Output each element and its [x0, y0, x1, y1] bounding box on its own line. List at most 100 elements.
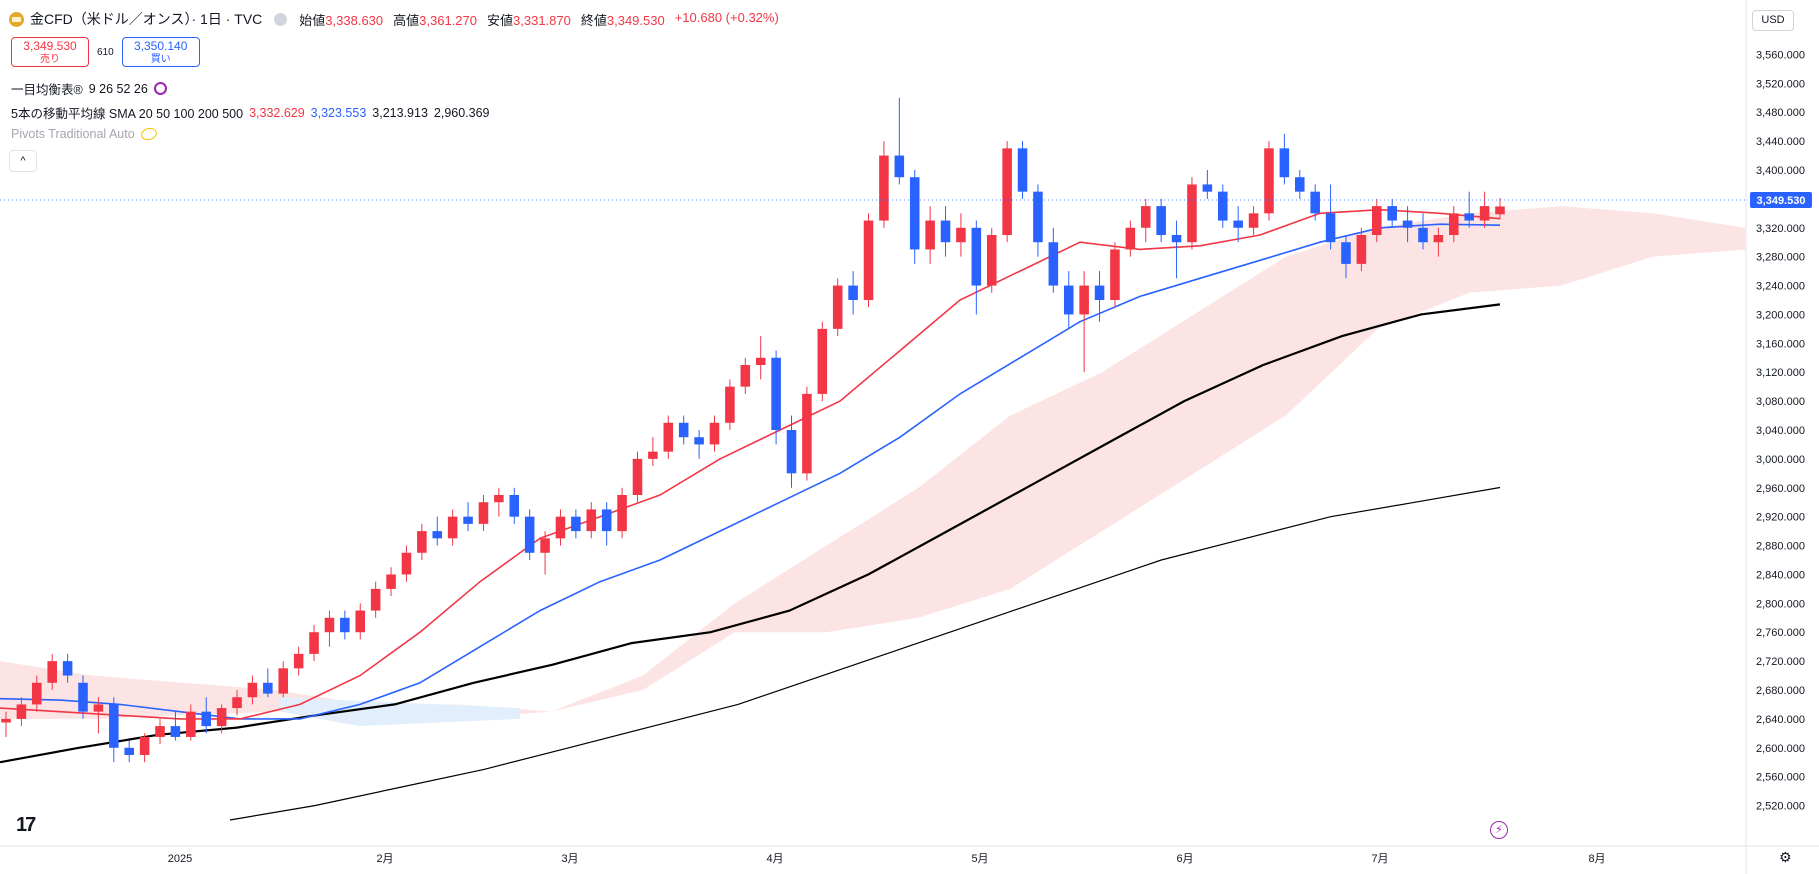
candle — [786, 415, 797, 488]
candle — [632, 451, 643, 503]
candle — [879, 141, 889, 228]
current-price-tag: 3,349.530 — [1750, 192, 1812, 208]
candle — [293, 646, 304, 676]
sma50-line — [0, 223, 1501, 720]
candle — [1, 711, 11, 737]
tradingview-logo-icon[interactable]: 17 — [16, 814, 36, 836]
candle — [1418, 213, 1428, 250]
candle — [1479, 191, 1490, 228]
candle — [663, 415, 674, 459]
price-tick-label: 3,400.000 — [1756, 165, 1805, 177]
candle — [1233, 206, 1243, 243]
candle — [463, 502, 473, 532]
candle — [1356, 227, 1367, 272]
candle — [278, 661, 289, 698]
indicator-pivots[interactable]: Pivots Traditional Auto — [11, 126, 158, 142]
candle — [1002, 141, 1012, 243]
candle — [478, 495, 489, 532]
candle — [617, 487, 627, 539]
gear-icon[interactable]: ⚙ — [1779, 849, 1792, 865]
buy-button[interactable]: 3,350.140 買い — [121, 37, 200, 67]
candle — [340, 610, 350, 640]
indicator-ichimoku[interactable]: 一目均衡表® 9 26 52 26 — [11, 79, 167, 98]
candle — [709, 415, 720, 452]
candle — [1264, 141, 1274, 221]
candle — [524, 509, 535, 560]
ohlc-open: 始値3,338.630 — [299, 12, 384, 28]
price-tick-label: 2,640.000 — [1756, 714, 1805, 726]
sma50-value: 3,323.553 — [310, 105, 367, 120]
price-tick-label: 2,520.000 — [1756, 801, 1805, 813]
candle — [216, 704, 227, 734]
price-tick-label: 3,280.000 — [1756, 252, 1805, 264]
candle — [1187, 177, 1197, 250]
sma100-value: 3,213.913 — [372, 105, 428, 120]
candle — [370, 581, 381, 618]
sma-lines — [0, 208, 1501, 821]
candle — [1140, 198, 1151, 243]
candle — [186, 704, 196, 741]
candle — [1495, 197, 1505, 220]
candle — [1217, 184, 1228, 228]
candle — [309, 625, 319, 662]
candle — [586, 502, 597, 539]
candle — [956, 213, 966, 257]
candle — [417, 523, 427, 560]
price-tick-label: 3,480.000 — [1756, 107, 1805, 119]
ohlc-high: 高値3,361.270 — [393, 12, 477, 28]
sell-button[interactable]: 3,349.530 売り — [11, 37, 89, 67]
price-tick-label: 3,080.000 — [1756, 396, 1805, 408]
ohlc-change: +10.680 (+0.32%) — [674, 9, 779, 25]
candle — [971, 220, 982, 315]
candle — [232, 690, 242, 716]
candle — [740, 357, 751, 394]
ichimoku-params: 9 26 52 26 — [88, 81, 148, 96]
time-tick-label: 5月 — [971, 853, 988, 865]
candle — [447, 509, 458, 546]
gold-logo-icon — [9, 11, 24, 27]
candle — [1402, 206, 1413, 243]
candle — [601, 502, 612, 546]
candle — [78, 675, 88, 719]
candle — [1063, 271, 1074, 329]
sma200-line — [229, 486, 1501, 821]
candle — [16, 697, 27, 727]
candle — [555, 509, 566, 546]
lightning-icon[interactable]: ⚡ — [1490, 821, 1508, 839]
eye-icon[interactable] — [274, 12, 288, 26]
indicator-sma[interactable]: 5本の移動平均線 SMA 20 50 100 200 500 3,332.629… — [11, 103, 490, 122]
currency-selector[interactable]: USD — [1752, 10, 1794, 31]
price-tick-label: 3,560.000 — [1756, 49, 1805, 61]
candle — [832, 278, 843, 337]
symbol-title[interactable]: 金CFD（米ドル／オンス）· 1日 · TVC — [30, 11, 263, 27]
loading-icon — [153, 82, 167, 95]
symbol-header: 金CFD（米ドル／オンス）· 1日 · TVC 始値3,338.630 高値3,… — [9, 9, 779, 29]
candle — [1325, 184, 1336, 250]
time-tick-label: 6月 — [1176, 853, 1193, 865]
candle — [32, 675, 42, 712]
ichimoku-label: 一目均衡表® — [11, 83, 83, 97]
price-tick-label: 2,760.000 — [1756, 627, 1805, 639]
candle — [1017, 141, 1028, 199]
candle — [1094, 271, 1105, 322]
time-axis[interactable]: 2025 2月 3月 4月 5月 6月 7月 8月 — [168, 853, 1606, 865]
chevron-up-icon[interactable]: ^ — [9, 150, 37, 172]
ichimoku-cloud-bear — [280, 697, 520, 727]
sma-label: 5本の移動平均線 SMA 20 50 100 200 500 — [11, 107, 244, 121]
candle — [894, 97, 905, 185]
candle — [509, 487, 520, 524]
candle — [93, 697, 104, 734]
candles — [1, 97, 1505, 763]
candle — [571, 509, 581, 539]
hidden-eye-icon[interactable] — [139, 126, 158, 142]
price-tick-label: 2,880.000 — [1756, 541, 1805, 553]
candle — [62, 653, 73, 683]
candle — [1310, 184, 1320, 221]
candle — [1387, 198, 1397, 228]
price-axis[interactable]: 3,560.000 3,520.000 3,480.000 3,440.000 3,40… — [1756, 49, 1805, 812]
time-tick-label: 2月 — [376, 853, 393, 865]
candle — [802, 386, 812, 481]
price-tick-label: 3,000.000 — [1756, 454, 1805, 466]
price-tick-label: 3,520.000 — [1756, 78, 1805, 90]
